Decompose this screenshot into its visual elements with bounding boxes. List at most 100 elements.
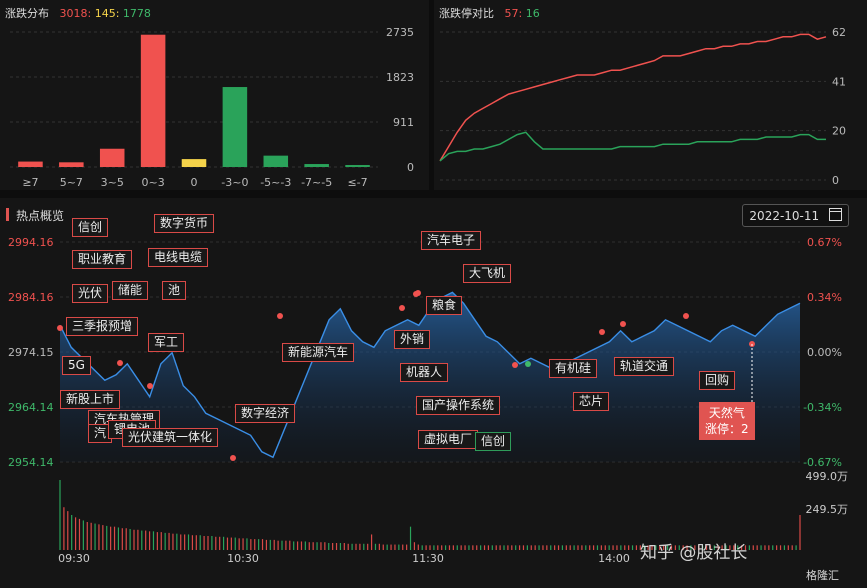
x-tick-label: ≥7 [22,176,38,189]
down-count: 1778 [122,7,151,20]
hot-title: 热点概览 [16,209,65,223]
y-tick-label: 20 [832,125,846,138]
volume-max-label: 499.0万 [806,470,849,483]
bar [59,162,84,167]
event-dot [683,313,689,319]
y-tick-right-label: -0.34% [803,401,842,414]
concept-tag[interactable]: 光伏 [72,284,109,303]
bar [345,165,370,167]
date-picker[interactable]: 2022-10-11 [742,204,849,227]
y-tick-label: 2964.14 [8,401,54,414]
concept-tag[interactable]: 数字经济 [235,404,296,423]
concept-tag[interactable]: 国产操作系统 [416,396,501,415]
concept-tag[interactable]: 池 [162,281,187,300]
x-tick-label: -5~-3 [260,176,291,189]
concept-tag[interactable]: 信创 [475,432,512,451]
concept-tag[interactable]: 军工 [148,333,185,352]
concept-tag[interactable]: 汽 [88,424,113,443]
distribution-panel: 涨跌分布 3018: 145: 1778 2735 1823 911 0 ≥7 5~7 3~… [0,0,429,190]
x-tick-label: 10:30 [227,552,259,565]
y-tick-label: 62 [832,26,846,39]
limit-down-count: 16 [525,7,540,20]
event-dot [147,383,153,389]
event-dot [399,305,405,311]
date-value: 2022-10-11 [749,209,820,223]
y-tick-right-label: 0.67% [807,236,842,249]
x-tick-label: 11:30 [412,552,444,565]
event-dot [512,362,518,368]
limit-panel: 涨跌停对比 57: 16 62 41 20 0 [434,0,867,190]
concept-tag[interactable]: 数字货币 [154,214,215,233]
bar [18,161,43,167]
series-line [439,33,827,162]
calendar-icon [829,208,842,221]
concept-tag[interactable]: 光伏建筑一体化 [122,428,219,447]
event-dot [525,361,531,367]
distribution-title: 涨跌分布 3018: 145: 1778 [5,7,151,20]
limit-title: 涨跌停对比 57: 16 [439,7,540,20]
event-dot [117,360,123,366]
event-dot [415,290,421,296]
bar [222,87,248,167]
concept-tag[interactable]: 信创 [72,218,109,237]
concept-tag[interactable]: 粮食 [426,296,463,315]
volume-mid-label: 249.5万 [806,503,849,516]
tooltip: 天然气 涨停：2 [699,402,755,440]
y-tick-label: 911 [393,116,414,129]
y-tick-label: 2984.16 [8,291,54,304]
y-tick-right-label: 0.34% [807,291,842,304]
concept-tag[interactable]: 新能源汽车 [282,343,355,362]
concept-tag[interactable]: 新股上市 [60,390,121,409]
y-tick-label: 2954.14 [8,456,54,469]
concept-tag[interactable]: 电线电缆 [148,248,209,267]
event-dot [599,329,605,335]
x-tick-label: 0 [191,176,198,189]
tooltip-limit: 涨停：2 [705,422,749,436]
x-tick-label: 09:30 [58,552,90,565]
concept-tag[interactable]: 虚拟电厂 [418,430,479,449]
bar [140,34,166,167]
up-count: 3018: [59,7,92,20]
y-tick-label: 2974.15 [8,346,54,359]
bar [99,148,125,167]
concept-tag[interactable]: 汽车电子 [421,231,482,250]
y-tick-label: 1823 [386,71,414,84]
watermark-brand: 格隆汇 [806,569,839,582]
y-tick-label: 41 [832,75,846,88]
event-dot [57,325,63,331]
concept-tag[interactable]: 芯片 [573,392,610,411]
x-tick-label: 5~7 [60,176,83,189]
y-tick-right-label: -0.67% [803,456,842,469]
limit-up-count: 57: [504,7,523,20]
y-tick-right-label: 0.00% [807,346,842,359]
concept-tag[interactable]: 职业教育 [72,250,133,269]
event-dot [277,313,283,319]
event-dot [230,455,236,461]
concept-tag[interactable]: 大飞机 [463,264,512,283]
y-tick-label: 2994.16 [8,236,54,249]
concept-tag[interactable]: 5G [62,356,91,375]
title-accent [6,208,9,221]
distribution-chart: 2735 1823 911 0 ≥7 5~7 3~5 0~3 0 -3~0 -5~-3 -7~-5 ≤-… [10,26,414,189]
flat-count: 145: [94,7,120,20]
y-tick-label: 0 [832,174,839,187]
concept-tag[interactable]: 回购 [699,371,736,390]
y-tick-label: 2735 [386,26,414,39]
concept-tag[interactable]: 有机硅 [549,359,598,378]
x-tick-label: -3~0 [221,176,248,189]
bar [181,159,207,167]
concept-tag[interactable]: 轨道交通 [614,357,675,376]
limit-chart: 62 41 20 0 [439,26,846,187]
event-dot [620,321,626,327]
x-tick-label: 3~5 [101,176,124,189]
concept-tag[interactable]: 储能 [112,281,149,300]
concept-tag[interactable]: 三季报预增 [66,317,139,336]
x-tick-label: -7~-5 [301,176,332,189]
y-tick-label: 0 [407,161,414,174]
x-tick-label: 14:00 [598,552,630,565]
watermark: 知乎 @股社长 [640,543,748,563]
series-line [439,131,826,162]
bar [263,155,289,167]
concept-tag[interactable]: 外销 [394,330,431,349]
concept-tag[interactable]: 机器人 [400,363,449,382]
